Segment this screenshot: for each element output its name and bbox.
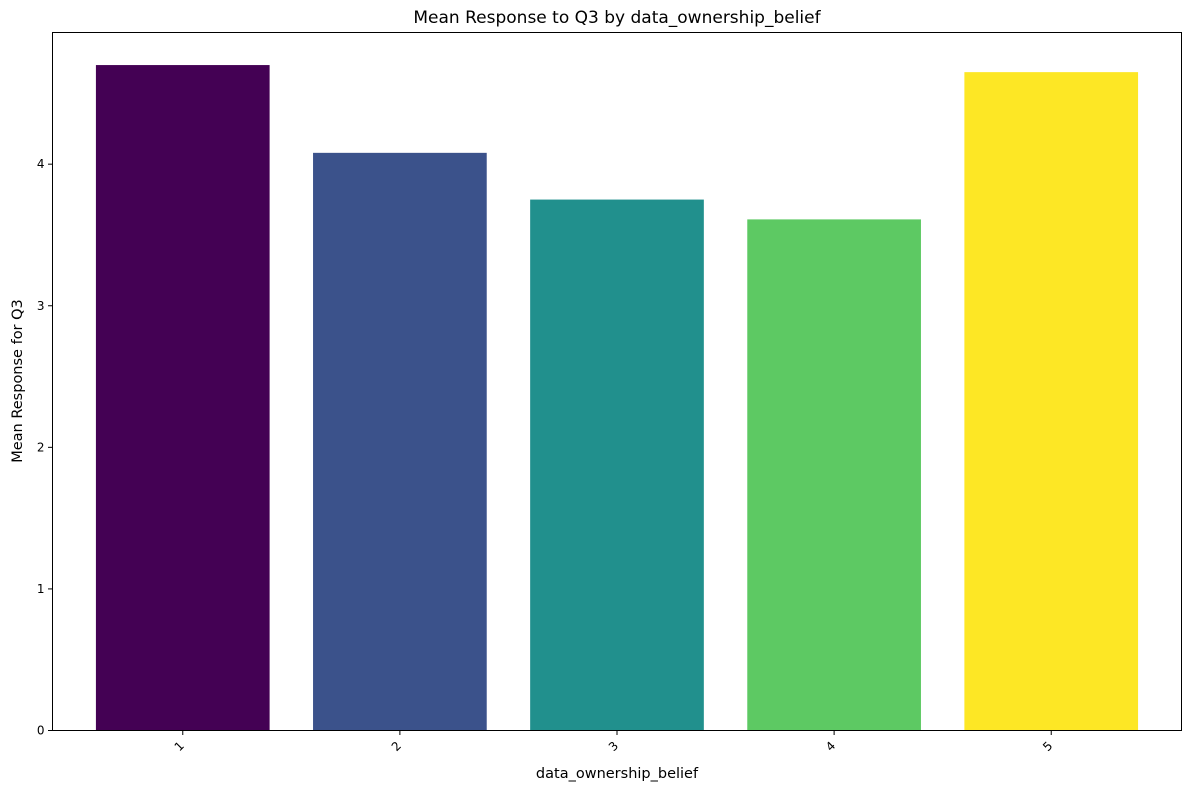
- x-tick-label: 2: [389, 739, 404, 754]
- bar-2: [313, 152, 487, 731]
- plot-frame: [52, 32, 1182, 731]
- chart-title: Mean Response to Q3 by data_ownership_be…: [413, 8, 821, 28]
- x-tick-label: 4: [823, 739, 838, 754]
- bar-3: [530, 199, 704, 731]
- x-tick-label: 3: [606, 739, 621, 754]
- x-tick-label: 5: [1040, 739, 1055, 754]
- y-tick-label: 1: [37, 582, 45, 596]
- bar-4: [747, 219, 921, 731]
- y-tick-label: 3: [37, 299, 45, 313]
- bars-group: [95, 65, 1139, 731]
- y-tick-label: 0: [37, 724, 45, 738]
- y-tick-label: 4: [37, 157, 45, 171]
- bar-1: [95, 65, 270, 731]
- y-tick-label: 2: [37, 440, 45, 454]
- x-axis-ticks: 1 2 3 4 5: [172, 730, 1055, 754]
- x-tick-label: 1: [172, 739, 187, 754]
- y-axis-label: Mean Response for Q3: [10, 299, 26, 463]
- x-axis-label: data_ownership_belief: [536, 766, 699, 782]
- bar-5: [964, 72, 1139, 731]
- y-axis-ticks: 0 1 2 3 4: [37, 157, 53, 738]
